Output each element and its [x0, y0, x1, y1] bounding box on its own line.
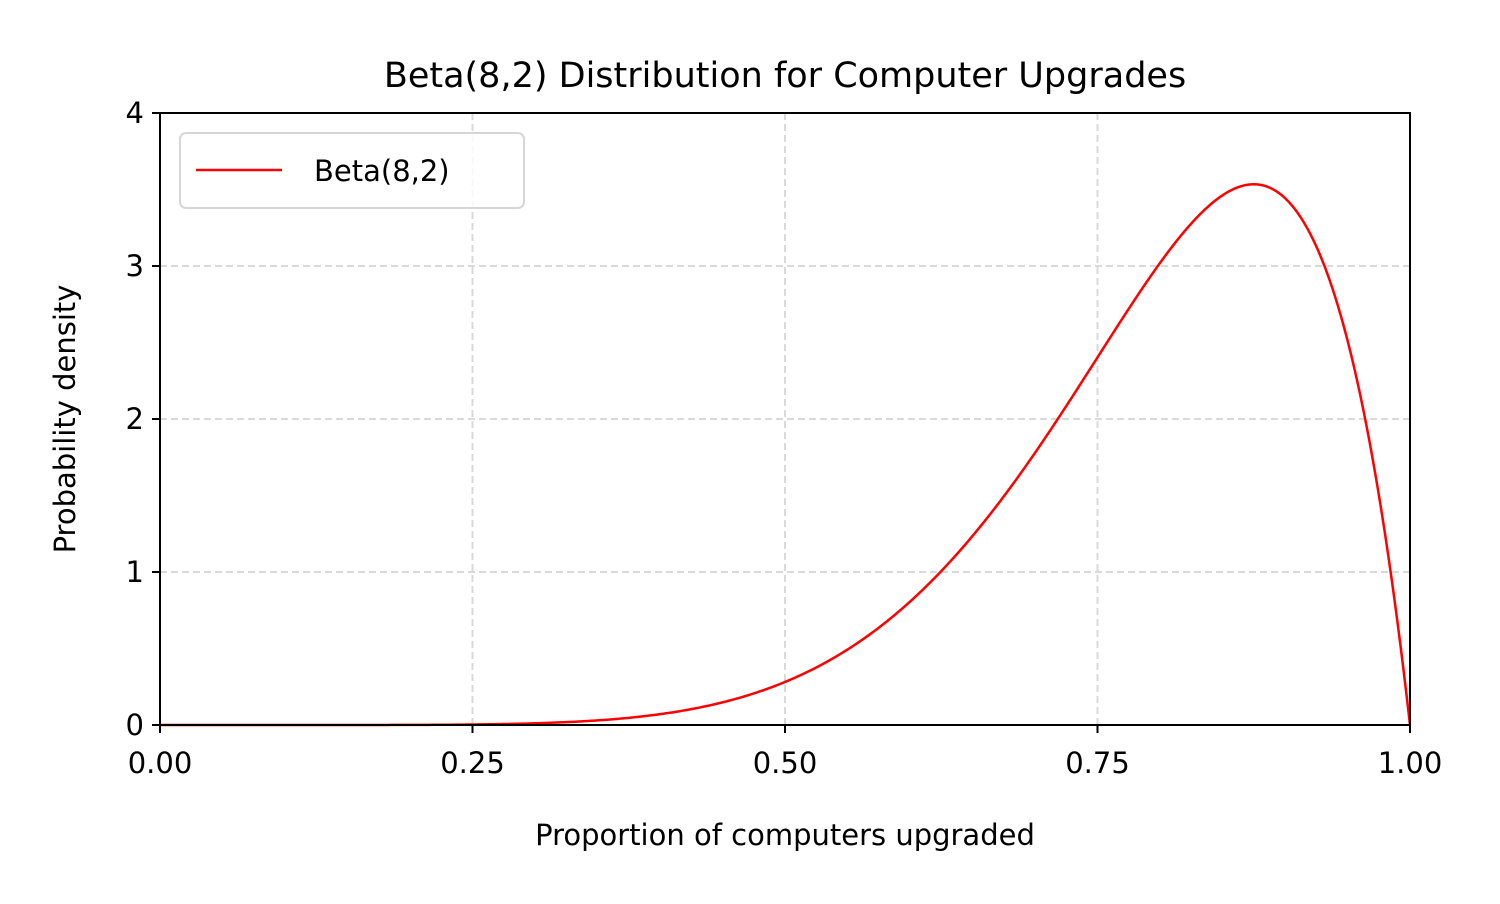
legend-label: Beta(8,2) — [314, 154, 450, 188]
x-axis-label: Proportion of computers upgraded — [535, 818, 1035, 852]
legend: Beta(8,2) — [179, 132, 525, 209]
y-tick-label: 0 — [126, 708, 144, 742]
x-tick-label: 1.00 — [1378, 746, 1443, 780]
x-tick-label: 0.75 — [1065, 746, 1130, 780]
legend-box — [179, 132, 525, 209]
y-tick-label: 4 — [126, 96, 144, 130]
x-axis-ticks: 0.00 0.25 0.50 0.75 1.00 — [128, 725, 1443, 780]
grid-lines — [160, 113, 1410, 725]
x-tick-label: 0.25 — [440, 746, 505, 780]
y-axis-ticks: 0 1 2 3 4 — [126, 96, 160, 742]
x-tick-label: 0.00 — [128, 746, 193, 780]
y-tick-label: 3 — [126, 249, 144, 283]
y-axis-label: Probability density — [48, 285, 82, 554]
chart-title: Beta(8,2) Distribution for Computer Upgr… — [384, 56, 1186, 96]
x-tick-label: 0.50 — [753, 746, 818, 780]
y-tick-label: 2 — [126, 402, 144, 436]
y-tick-label: 1 — [126, 555, 144, 589]
